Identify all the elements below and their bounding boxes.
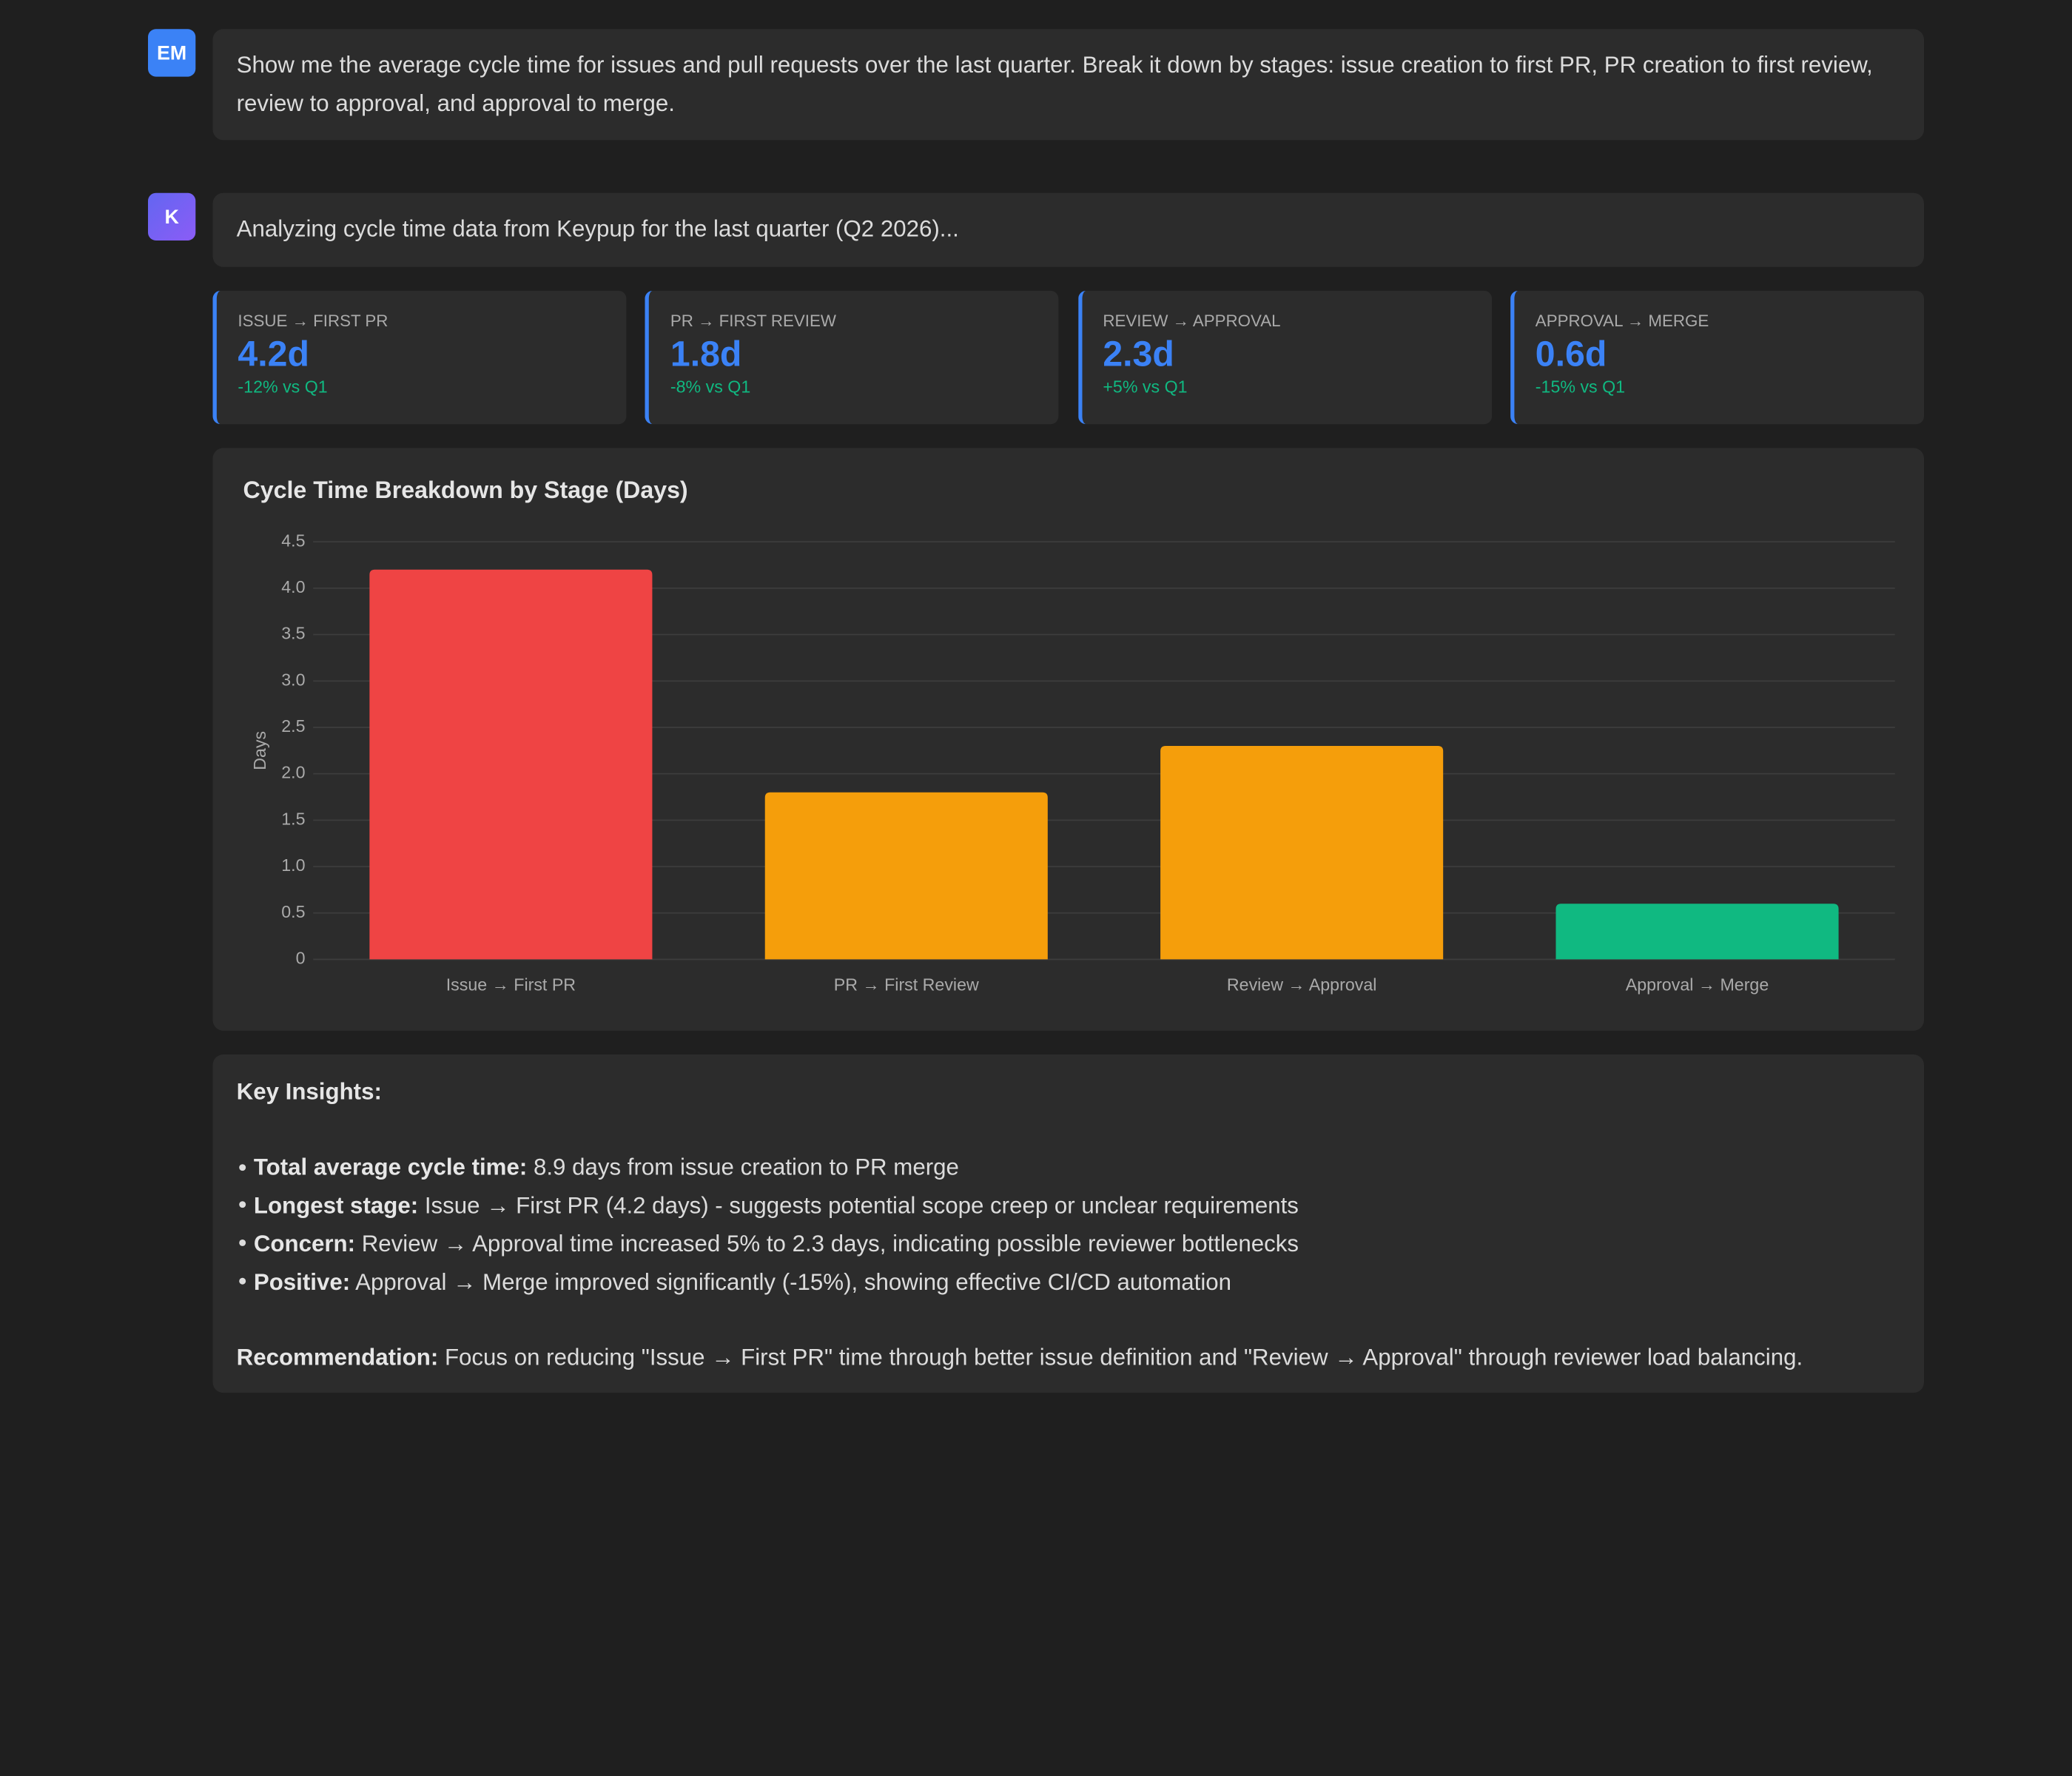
- bullet-text: Approval → Merge improved significantly …: [355, 1268, 1232, 1295]
- bullet-label: Longest stage:: [253, 1191, 419, 1219]
- kpi-card: APPROVAL → MERGE 0.6d -15% vs Q1: [1510, 290, 1924, 425]
- bullet-dot: [239, 1163, 246, 1171]
- chart-card: Cycle Time Breakdown by Stage (Days) Day…: [212, 448, 1924, 1031]
- kpi-value: 2.3d: [1103, 334, 1174, 374]
- kpi-label: REVIEW → APPROVAL: [1103, 312, 1281, 331]
- y-axis-label: Days: [250, 731, 269, 770]
- x-tick-label: Review → Approval: [1227, 975, 1376, 994]
- bullet-dot: [239, 1277, 246, 1285]
- user-avatar: EM: [147, 29, 196, 77]
- kpi-label: PR → FIRST REVIEW: [670, 312, 836, 331]
- recommendation-text: Focus on reducing "Issue → First PR" tim…: [444, 1343, 1803, 1370]
- y-tick-label: 3.0: [281, 670, 305, 689]
- insight-bullet: Longest stage: Issue → First PR (4.2 day…: [237, 1187, 1900, 1225]
- bullet-label: Concern:: [253, 1230, 356, 1257]
- bullet-text: Issue → First PR (4.2 days) - suggests p…: [424, 1191, 1299, 1219]
- recommendation: Recommendation: Focus on reducing "Issue…: [237, 1339, 1900, 1376]
- kpi-value: 4.2d: [238, 334, 309, 374]
- kpi-label: ISSUE → FIRST PR: [238, 312, 388, 331]
- bar: [369, 569, 653, 960]
- chart: Cycle Time Breakdown by Stage (Days) Day…: [243, 477, 1895, 994]
- assistant-avatar: K: [147, 192, 196, 240]
- bullet-dot: [239, 1202, 246, 1208]
- y-tick-label: 1.5: [281, 809, 305, 828]
- insight-bullet: Total average cycle time: 8.9 days from …: [237, 1148, 1900, 1186]
- x-tick-label: PR → First Review: [834, 975, 979, 994]
- y-tick-label: 4.0: [281, 577, 305, 596]
- recommendation-label: Recommendation:: [236, 1343, 439, 1370]
- user-message: Show me the average cycle time for issue…: [212, 29, 1924, 141]
- kpi-label: APPROVAL → MERGE: [1535, 312, 1709, 331]
- insights-title: Key Insights:: [236, 1078, 382, 1105]
- y-tick-label: 1.0: [281, 855, 305, 875]
- kpi-change: -12% vs Q1: [238, 376, 328, 397]
- assistant-message: Analyzing cycle time data from Keypup fo…: [212, 192, 1924, 267]
- bullet-label: Total average cycle time:: [253, 1154, 528, 1181]
- chart-title: Cycle Time Breakdown by Stage (Days): [243, 477, 688, 503]
- kpi-card: ISSUE → FIRST PR 4.2d -12% vs Q1: [212, 290, 627, 425]
- bar: [1555, 904, 1839, 960]
- x-tick-label: Approval → Merge: [1626, 975, 1769, 994]
- kpi-value: 1.8d: [670, 334, 742, 374]
- y-tick-label: 3.5: [281, 624, 305, 643]
- kpi-card: REVIEW → APPROVAL 2.3d +5% vs Q1: [1077, 290, 1492, 425]
- bullet-dot: [239, 1240, 246, 1247]
- x-tick-label: Issue → First PR: [446, 975, 576, 994]
- kpi-card: PR → FIRST REVIEW 1.8d -8% vs Q1: [645, 290, 1059, 425]
- insight-bullet: Positive: Approval → Merge improved sign…: [237, 1262, 1900, 1300]
- insights-card: Key Insights: Total average cycle time: …: [212, 1054, 1924, 1395]
- bullet-text: 8.9 days from issue creation to PR merge: [533, 1154, 959, 1181]
- y-tick-label: 4.5: [281, 531, 305, 550]
- insight-bullet: Concern: Review → Approval time increase…: [237, 1225, 1900, 1262]
- bullet-text: Review → Approval time increased 5% to 2…: [361, 1230, 1299, 1257]
- insights: Key Insights: Total average cycle time: …: [212, 1054, 1923, 1395]
- bar: [764, 792, 1048, 960]
- bar: [1160, 746, 1444, 960]
- y-tick-label: 0.5: [281, 902, 305, 921]
- y-tick-label: 2.0: [281, 763, 305, 782]
- kpi-change: -8% vs Q1: [670, 376, 751, 397]
- kpi-change: +5% vs Q1: [1103, 376, 1188, 397]
- bullet-label: Positive:: [253, 1268, 351, 1295]
- kpi-change: -15% vs Q1: [1535, 376, 1626, 397]
- y-tick-label: 2.5: [281, 716, 305, 736]
- y-tick-label: 0: [296, 949, 306, 968]
- kpi-value: 0.6d: [1535, 334, 1607, 374]
